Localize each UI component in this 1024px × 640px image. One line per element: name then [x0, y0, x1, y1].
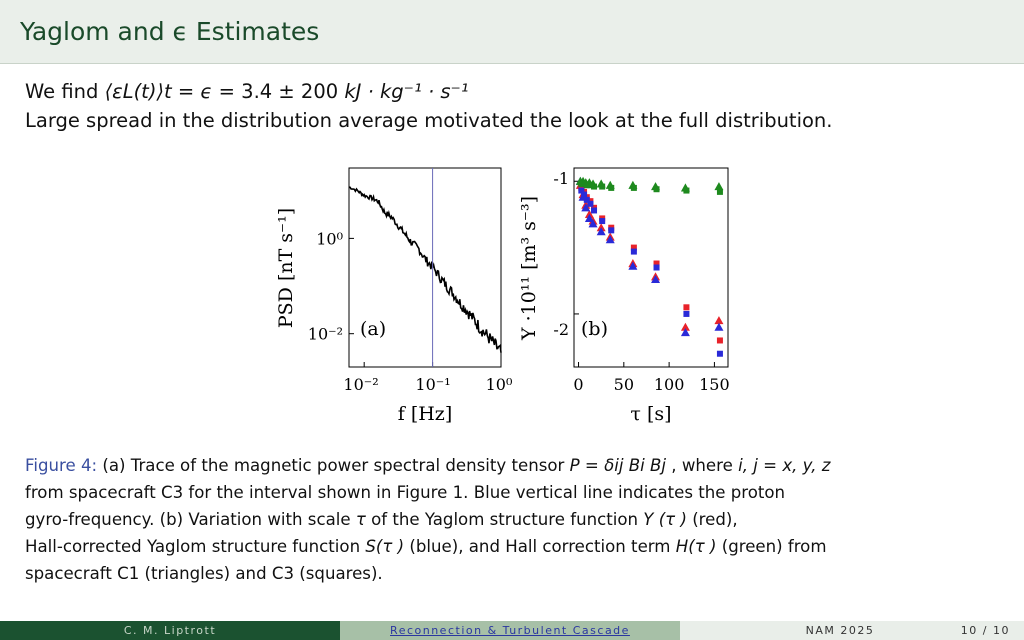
panel-a-xtick-0: 10⁻² [343, 375, 378, 394]
footer-author: C. M. Liptrott [0, 621, 340, 640]
data-point-triangle [714, 182, 724, 191]
data-point-square [716, 188, 723, 195]
caption-text: Hall-corrected Yaglom structure function [25, 537, 366, 556]
data-point-square [578, 187, 585, 194]
figure-4: (a) 10⁰ 10⁻² 10⁻² 10⁻¹ 10⁰ f [Hz] PSD [n… [265, 160, 735, 435]
panel-a-ytick-0: 10⁰ [316, 229, 343, 248]
slide-title: Yaglom and ϵ Estimates [20, 17, 320, 46]
index-formula: i, j = x, y, z [738, 456, 831, 475]
tau-symbol: τ [355, 510, 366, 529]
caption-line-5: spacecraft C1 (triangles) and C3 (square… [25, 564, 383, 583]
data-point-square [683, 304, 690, 311]
panel-a-ylabel: PSD [nT s⁻¹] [275, 208, 297, 328]
data-point-square [716, 350, 723, 357]
data-point-square [630, 248, 637, 255]
data-point-square [716, 337, 723, 344]
spread-statement: Large spread in the distribution average… [25, 109, 833, 132]
data-point-square [653, 260, 660, 267]
data-point-square [653, 186, 660, 193]
data-point-triangle [680, 328, 690, 337]
data-point-square [630, 244, 637, 251]
we-find-text: We find [25, 80, 105, 103]
panel-a-xtick-1: 10⁻¹ [415, 375, 450, 394]
data-point-triangle [605, 235, 615, 244]
psd-tensor-formula: P = δij Bi Bj [569, 456, 667, 475]
panel-b-ylabel: Y ·10¹¹ [m³ s⁻³] [518, 196, 540, 341]
data-point-square [630, 184, 637, 191]
panel-b-ytick-1: -2 [553, 320, 569, 339]
yaglom-function: Y (τ ) [643, 510, 687, 529]
caption-line-3: gyro-frequency. (b) Variation with scale… [25, 506, 1000, 533]
data-point-square [591, 183, 598, 190]
panel-b: (b) -1 -2 0 50 100 150 τ [s] Y ·10¹¹ [m³… [518, 167, 730, 425]
figure-label: Figure 4: [25, 456, 98, 475]
data-point-square [581, 191, 588, 198]
data-point-triangle [680, 322, 690, 331]
data-point-square [653, 264, 660, 271]
caption-text: gyro-frequency. (b) Variation with scale [25, 510, 356, 529]
slide-footer: C. M. Liptrott Reconnection & Turbulent … [0, 621, 1024, 640]
data-point-square [608, 184, 615, 191]
caption-text: (a) Trace of the magnetic power spectral… [97, 456, 570, 475]
panel-b-frame [573, 167, 729, 368]
epsilon-units: kJ · kg⁻¹ · s⁻¹ [344, 80, 469, 103]
panel-b-xtick-3: 150 [699, 375, 730, 394]
panel-a-ytick-1: 10⁻² [308, 325, 343, 344]
caption-line-2: from spacecraft C3 for the interval show… [25, 483, 786, 502]
data-point-square [591, 207, 598, 214]
data-point-triangle [596, 227, 606, 236]
data-point-square [683, 187, 690, 194]
caption-text: of the Yaglom structure function [365, 510, 644, 529]
epsilon-expression: ⟨εL(t)⟩t = ϵ = [104, 80, 242, 103]
hall-corrected-function: S(τ ) [365, 537, 405, 556]
data-point-square [683, 310, 690, 317]
panel-a-frame [348, 167, 502, 368]
caption-text: , where [666, 456, 739, 475]
caption-line-4: Hall-corrected Yaglom structure function… [25, 533, 1000, 560]
data-point-triangle [651, 274, 661, 284]
footer-page-number: 10 / 10 [960, 624, 1010, 637]
data-point-square [587, 182, 594, 189]
epsilon-value: 3.4 ± 200 [241, 80, 345, 103]
caption-line-1: Figure 4: (a) Trace of the magnetic powe… [25, 452, 1000, 479]
data-point-square [583, 182, 590, 189]
data-point-square [599, 183, 606, 190]
footer-right: NAM 2025 10 / 10 [680, 621, 1024, 640]
figure-caption: Figure 4: (a) Trace of the magnetic powe… [25, 452, 1000, 587]
data-point-square [608, 227, 615, 234]
panel-b-label: (b) [581, 318, 608, 340]
data-point-triangle [714, 322, 724, 331]
footer-conference: NAM 2025 [805, 624, 875, 637]
panel-b-xlabel: τ [s] [630, 403, 671, 425]
header-divider [0, 63, 1024, 64]
data-point-triangle [714, 316, 724, 325]
panel-a-label: (a) [360, 318, 386, 340]
psd-trace [348, 186, 502, 353]
panel-b-xtick-0: 0 [573, 375, 583, 394]
panel-b-ytick-0: -1 [553, 169, 569, 188]
caption-text: (blue), and Hall correction term [404, 537, 676, 556]
panel-a: (a) 10⁰ 10⁻² 10⁻² 10⁻¹ 10⁰ f [Hz] PSD [n… [275, 167, 513, 425]
epsilon-estimate-line: We find ⟨εL(t)⟩t = ϵ = 3.4 ± 200 kJ · kg… [25, 80, 469, 103]
figure-svg: (a) 10⁰ 10⁻² 10⁻² 10⁻¹ 10⁰ f [Hz] PSD [n… [275, 167, 730, 425]
slide-header: Yaglom and ϵ Estimates [0, 0, 1024, 64]
data-point-triangle [628, 261, 638, 270]
caption-text: (green) from [716, 537, 827, 556]
hall-correction-term: H(τ ) [675, 537, 717, 556]
panel-a-xlabel: f [Hz] [398, 403, 452, 425]
data-point-square [583, 196, 590, 203]
footer-talk-link[interactable]: Reconnection & Turbulent Cascade [340, 621, 680, 640]
data-point-triangle [581, 203, 591, 212]
panel-b-xtick-1: 50 [614, 375, 634, 394]
panel-b-xtick-2: 100 [654, 375, 685, 394]
data-point-square [587, 200, 594, 207]
caption-text: (red), [686, 510, 738, 529]
panel-a-xtick-2: 10⁰ [486, 375, 513, 394]
data-point-square [599, 218, 606, 225]
data-point-triangle [588, 219, 598, 228]
data-point-triangle [584, 213, 594, 223]
